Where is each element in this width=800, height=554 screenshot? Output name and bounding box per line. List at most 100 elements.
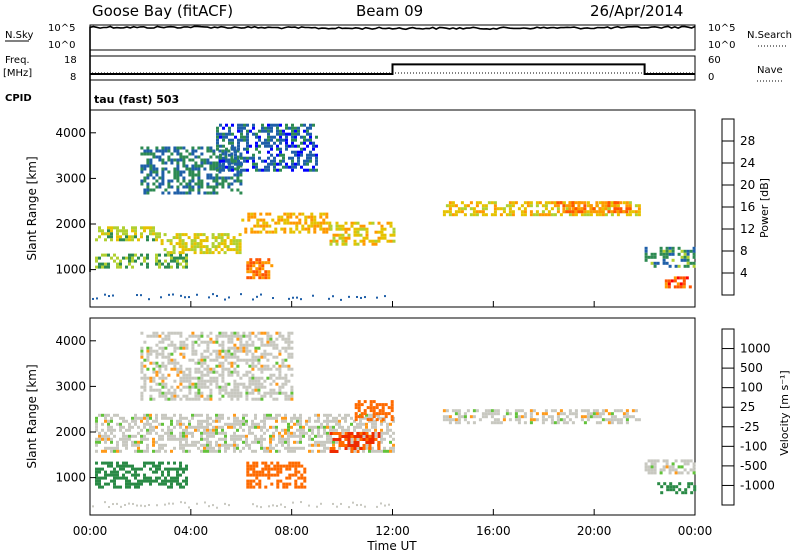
data-cell <box>236 167 240 171</box>
data-cell <box>158 262 161 266</box>
data-cell <box>125 461 128 465</box>
power-data-layer <box>92 123 696 301</box>
data-cell <box>185 464 188 468</box>
data-cell <box>589 204 593 208</box>
data-cell <box>140 367 144 371</box>
data-cell <box>245 394 249 398</box>
data-cell <box>481 412 485 416</box>
data-cell <box>592 415 596 419</box>
data-cell <box>137 425 140 429</box>
data-cell <box>98 479 101 483</box>
data-cell <box>140 152 144 156</box>
data-cell <box>149 376 153 380</box>
data-cell <box>179 382 183 386</box>
data-cell <box>562 418 566 422</box>
data-cell <box>149 164 153 168</box>
data-cell <box>197 164 201 168</box>
data-cell <box>98 262 101 266</box>
data-cell <box>287 394 291 398</box>
data-cell <box>300 485 304 489</box>
data-cell <box>616 418 620 422</box>
data-cell <box>246 135 249 139</box>
data-cell <box>309 156 312 160</box>
data-cell <box>598 207 602 211</box>
data-cell <box>236 170 240 174</box>
data-cell <box>125 419 128 423</box>
data-cell <box>188 376 192 380</box>
data-cell <box>245 437 248 441</box>
data-cell <box>365 438 369 441</box>
data-cell <box>163 248 167 252</box>
data-cell <box>179 352 183 356</box>
data-cell <box>520 409 524 413</box>
data-cell <box>152 361 156 365</box>
data-cell <box>359 416 362 420</box>
data-cell <box>362 224 366 228</box>
data-cell <box>179 182 183 186</box>
data-cell <box>152 443 155 447</box>
data-cell <box>193 248 197 252</box>
data-cell <box>309 153 312 157</box>
data-cell <box>179 367 183 371</box>
data-cell <box>173 434 176 438</box>
data-cell <box>179 485 182 489</box>
data-cell <box>284 358 288 362</box>
data-cell <box>356 233 360 237</box>
data-cell <box>300 153 303 157</box>
data-cell <box>221 185 225 189</box>
data-cell <box>194 391 198 395</box>
data-cell <box>377 444 381 447</box>
data-cell <box>221 182 225 186</box>
data-cell <box>158 370 162 374</box>
data-cell <box>674 264 678 268</box>
data-cell <box>680 459 684 463</box>
data-cell <box>514 201 518 205</box>
data-cell <box>574 213 578 217</box>
data-cell <box>170 428 173 432</box>
data-cell <box>463 213 467 217</box>
data-cell <box>206 434 209 438</box>
data-cell <box>341 239 345 243</box>
data-cell <box>362 227 366 231</box>
data-cell <box>251 358 255 362</box>
data-cell <box>134 419 137 423</box>
data-cell <box>481 207 485 211</box>
data-cell <box>164 376 168 380</box>
data-cell <box>216 294 218 297</box>
data-cell <box>354 403 358 407</box>
data-cell <box>197 173 201 177</box>
data-cell <box>248 337 252 341</box>
data-cell <box>200 382 204 386</box>
data-cell <box>206 397 210 401</box>
data-cell <box>152 349 156 353</box>
data-cell <box>197 361 201 365</box>
data-cell <box>610 415 614 419</box>
data-cell <box>613 418 617 422</box>
data-cell <box>188 419 191 423</box>
data-cell <box>389 224 393 228</box>
data-cell <box>236 419 239 423</box>
data-cell <box>122 437 125 441</box>
data-cell <box>568 412 572 416</box>
data-cell <box>125 428 128 432</box>
data-cell <box>496 409 500 413</box>
data-cell <box>347 446 350 450</box>
data-cell <box>380 428 383 432</box>
data-cell <box>164 479 167 483</box>
data-cell <box>128 238 131 242</box>
data-cell <box>309 141 312 145</box>
data-cell <box>219 144 222 148</box>
data-cell <box>230 394 234 398</box>
data-cell <box>302 434 305 438</box>
data-cell <box>239 391 243 395</box>
data-cell <box>607 210 611 214</box>
data-cell <box>335 233 339 237</box>
data-cell <box>238 233 242 237</box>
data-cell <box>365 416 368 420</box>
data-cell <box>312 165 315 169</box>
data-cell <box>197 422 200 426</box>
data-cell <box>288 473 292 477</box>
data-cell <box>481 415 485 419</box>
data-cell <box>197 446 200 450</box>
data-cell <box>267 476 271 480</box>
